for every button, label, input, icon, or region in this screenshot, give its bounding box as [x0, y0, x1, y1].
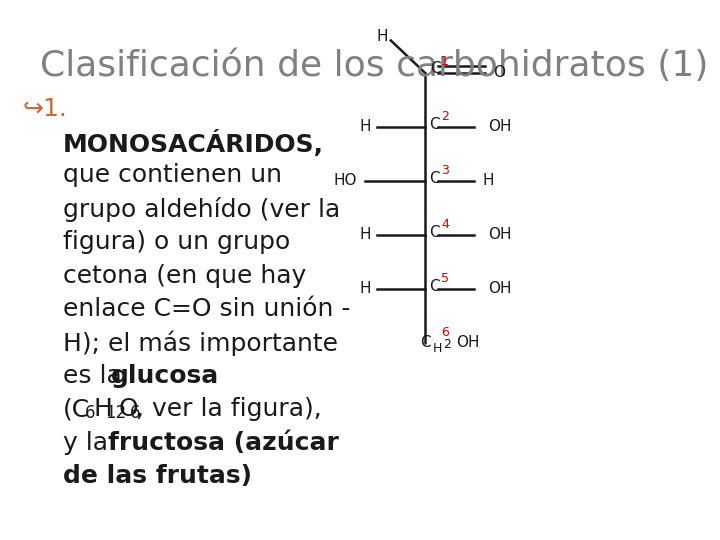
Text: C: C	[429, 225, 440, 240]
Text: cetona (en que hay: cetona (en que hay	[63, 264, 306, 287]
Text: y la: y la	[63, 431, 116, 455]
Text: OH: OH	[488, 281, 511, 296]
Text: H: H	[359, 227, 371, 242]
Text: fructosa (azúcar: fructosa (azúcar	[109, 431, 339, 455]
Text: , ver la figura),: , ver la figura),	[136, 397, 322, 421]
Text: C: C	[429, 279, 440, 294]
Text: (C: (C	[63, 397, 90, 421]
Text: H: H	[93, 397, 112, 421]
Text: OH: OH	[456, 335, 480, 350]
Text: 6: 6	[84, 404, 95, 422]
Text: 1: 1	[441, 55, 449, 68]
Text: Clasificación de los carbohidratos (1): Clasificación de los carbohidratos (1)	[40, 49, 708, 83]
Text: enlace C=O sin unión -: enlace C=O sin unión -	[63, 297, 350, 321]
Text: 5: 5	[441, 272, 449, 285]
Text: 3: 3	[441, 164, 449, 177]
Text: C: C	[420, 335, 431, 350]
Text: O: O	[493, 65, 505, 80]
Text: 2: 2	[441, 110, 449, 123]
Text: grupo aldehído (ver la: grupo aldehído (ver la	[63, 197, 340, 221]
Text: H: H	[433, 342, 442, 355]
Text: H: H	[359, 281, 371, 296]
Text: O: O	[119, 397, 138, 421]
Text: ↪1.: ↪1.	[23, 97, 68, 121]
Text: HO: HO	[333, 173, 357, 188]
Text: OH: OH	[488, 227, 511, 242]
Text: 4: 4	[441, 218, 449, 231]
Text: C: C	[429, 171, 440, 186]
Text: MONOSACÁRIDOS,: MONOSACÁRIDOS,	[63, 130, 324, 157]
Text: H: H	[377, 29, 388, 44]
FancyBboxPatch shape	[0, 0, 576, 540]
Text: H: H	[482, 173, 494, 188]
Text: H); el más importante: H); el más importante	[63, 330, 338, 356]
Text: C: C	[430, 61, 440, 76]
Text: 6: 6	[441, 326, 449, 339]
Text: glucosa: glucosa	[112, 364, 220, 388]
Text: 2: 2	[443, 338, 451, 351]
Text: de las frutas): de las frutas)	[63, 464, 252, 488]
Text: es la: es la	[63, 364, 130, 388]
Text: H: H	[359, 119, 371, 134]
Text: OH: OH	[488, 119, 511, 134]
Text: 6: 6	[130, 404, 140, 422]
Text: figura) o un grupo: figura) o un grupo	[63, 230, 290, 254]
Text: que contienen un: que contienen un	[63, 163, 282, 187]
Text: C: C	[429, 117, 440, 132]
Text: 12: 12	[106, 404, 127, 422]
